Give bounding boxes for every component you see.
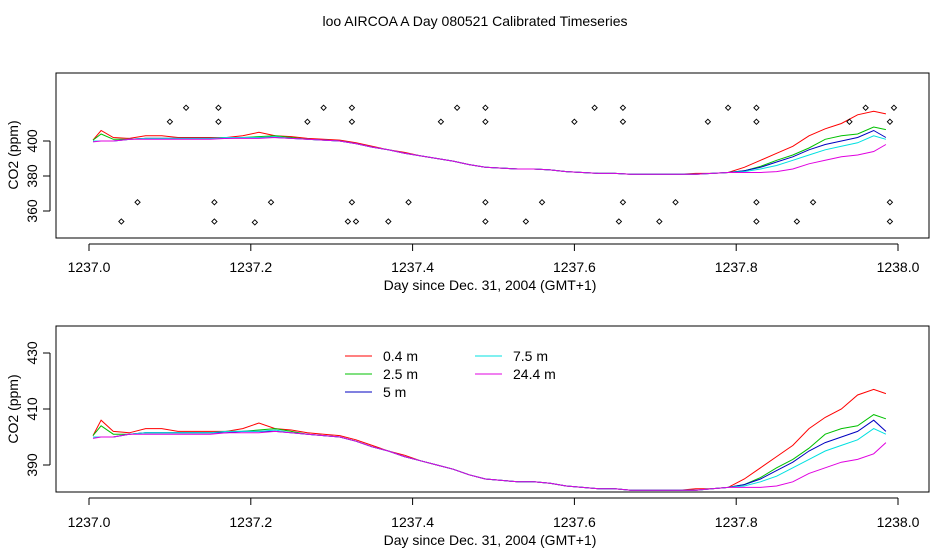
top-x-tick-label: 1238.0 <box>877 259 920 275</box>
top-marker-point <box>118 218 125 225</box>
chart-title: loo AIRCOA A Day 080521 Calibrated Times… <box>322 13 627 29</box>
top-marker-point <box>211 218 218 225</box>
top-marker-point <box>793 218 801 225</box>
bottom-x-tick-label: 1237.6 <box>553 514 596 530</box>
top-marker-point <box>886 118 894 125</box>
top-marker-point <box>453 104 461 111</box>
top-series-7-5-m-line <box>93 135 887 175</box>
top-marker-point <box>522 218 530 225</box>
top-x-tick-label: 1237.4 <box>391 259 434 275</box>
top-marker-point <box>809 199 817 206</box>
bottom-x-tick-label: 1237.2 <box>229 514 272 530</box>
top-marker-point <box>134 199 141 206</box>
top-marker-point <box>890 104 898 111</box>
top-marker-point <box>348 199 356 206</box>
top-marker-point <box>166 118 174 125</box>
top-marker-point <box>385 218 392 225</box>
top-marker-point <box>211 199 218 206</box>
top-marker-point <box>482 118 489 125</box>
top-marker-point <box>672 199 679 206</box>
top-marker-point <box>182 104 190 111</box>
bottom-y-tick-label: 410 <box>24 397 40 421</box>
bottom-plot-frame <box>55 325 930 493</box>
top-marker-point <box>619 118 627 125</box>
top-x-tick-label: 1237.2 <box>229 259 272 275</box>
top-marker-point <box>571 118 578 125</box>
bottom-x-tick-label: 1237.8 <box>715 514 758 530</box>
bottom-series-7-5-m-line <box>93 428 887 491</box>
top-series-24-4-m-line <box>92 136 887 175</box>
top-marker-point <box>656 218 663 225</box>
top-marker-point <box>753 118 760 125</box>
top-panel: Day since Dec. 31, 2004 (GMT+1) CO2 (ppm… <box>5 72 930 293</box>
top-marker-point <box>846 118 853 125</box>
top-marker-point <box>267 199 275 206</box>
top-plot-frame <box>55 72 930 239</box>
top-marker-point <box>348 118 356 125</box>
top-marker-point <box>215 104 222 111</box>
top-marker-point <box>215 118 222 125</box>
top-marker-point <box>591 104 598 111</box>
bottom-y-axis-label: CO2 (ppm) <box>5 374 21 443</box>
top-marker-point <box>482 104 489 111</box>
bottom-y-tick-label: 430 <box>24 341 40 365</box>
bottom-x-tick-label: 1238.0 <box>877 514 920 530</box>
top-marker-point <box>538 199 546 206</box>
top-marker-point <box>251 219 259 226</box>
bottom-series-24-4-m-line <box>92 430 887 491</box>
top-x-axis-label: Day since Dec. 31, 2004 (GMT+1) <box>384 277 597 293</box>
top-marker-point <box>862 104 869 111</box>
legend-label: 24.4 m <box>513 366 556 382</box>
top-x-tick-label: 1237.0 <box>68 259 111 275</box>
top-x-tick-label: 1237.6 <box>553 259 596 275</box>
top-marker-point <box>482 218 489 225</box>
bottom-x-tick-label: 1237.4 <box>391 514 434 530</box>
legend-label: 0.4 m <box>383 348 418 364</box>
top-marker-point <box>320 104 327 111</box>
top-marker-point <box>352 218 360 225</box>
top-marker-point <box>437 118 445 125</box>
legend: 0.4 m 2.5 m 5 m 7.5 m 24.4 m <box>345 348 556 400</box>
legend-label: 5 m <box>383 384 406 400</box>
bottom-x-tick-label: 1237.0 <box>68 514 111 530</box>
top-marker-point <box>304 118 311 125</box>
top-marker-point <box>886 199 894 206</box>
top-marker-point <box>753 218 760 225</box>
top-marker-point <box>344 218 352 225</box>
top-marker-point <box>405 199 412 206</box>
top-y-axis-label: CO2 (ppm) <box>5 120 21 189</box>
bottom-panel: Day since Dec. 31, 2004 (GMT+1) CO2 (ppm… <box>5 325 930 548</box>
top-marker-point <box>482 199 489 206</box>
legend-label: 7.5 m <box>513 348 548 364</box>
top-marker-point <box>619 199 627 206</box>
top-y-tick-label: 380 <box>24 164 40 188</box>
top-marker-point <box>704 118 712 125</box>
top-marker-point <box>615 218 623 225</box>
top-marker-point <box>753 199 760 206</box>
top-marker-point <box>886 218 894 225</box>
legend-label: 2.5 m <box>383 366 418 382</box>
bottom-x-axis-label: Day since Dec. 31, 2004 (GMT+1) <box>384 532 597 548</box>
top-x-tick-label: 1237.8 <box>715 259 758 275</box>
top-marker-point <box>619 104 627 111</box>
top-marker-point <box>753 104 760 111</box>
top-marker-point <box>348 104 356 111</box>
top-y-tick-label: 400 <box>24 129 40 153</box>
top-marker-point <box>724 104 732 111</box>
bottom-y-tick-label: 390 <box>24 453 40 477</box>
top-y-tick-label: 360 <box>24 199 40 223</box>
